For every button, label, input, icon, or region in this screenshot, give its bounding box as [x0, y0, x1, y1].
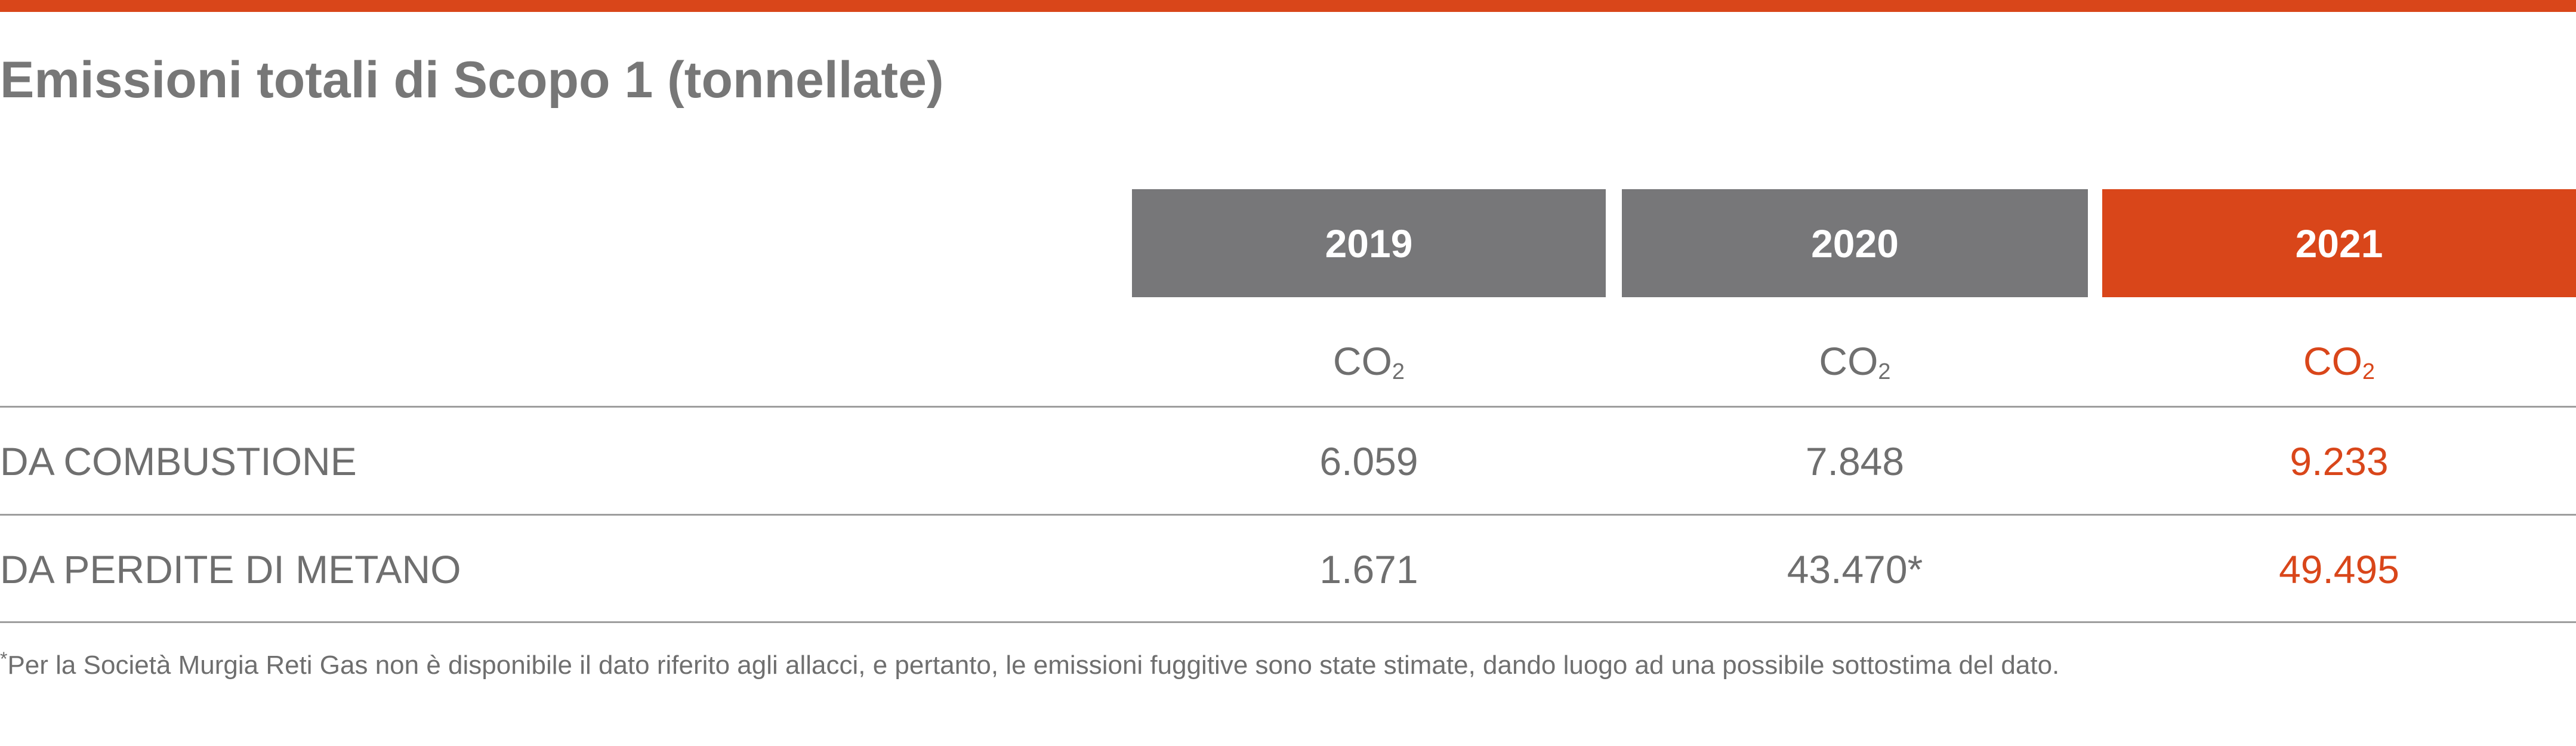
table-cell: 43.470*: [1787, 547, 1923, 591]
table-cell: 9.233: [2290, 439, 2389, 483]
table-cell: 1.671: [1319, 547, 1418, 591]
accent-top-bar: [0, 0, 2576, 12]
table-cell: 6.059: [1319, 439, 1418, 483]
table-divider: [0, 621, 2576, 623]
row-label-perdite-metano: DA PERDITE DI METANO: [0, 547, 461, 591]
unit-label-2019: CO 2: [1332, 339, 1405, 384]
column-header-year: 2019: [1325, 221, 1413, 266]
footnote: *Per la Società Murgia Reti Gas non è di…: [0, 648, 2060, 680]
table-divider: [0, 406, 2576, 408]
column-header-year: 2021: [2295, 221, 2383, 266]
table-divider: [0, 514, 2576, 516]
column-header-2021: 2021: [2102, 189, 2576, 297]
row-label-combustione: DA COMBUSTIONE: [0, 439, 357, 483]
column-header-2019: 2019: [1132, 189, 1606, 297]
footnote-marker: *: [0, 648, 8, 670]
table-cell: 7.848: [1805, 439, 1905, 483]
column-header-2020: 2020: [1622, 189, 2088, 297]
unit-label-2020: CO 2: [1819, 339, 1891, 384]
page-title: Emissioni totali di Scopo 1 (tonnellate): [0, 51, 944, 109]
table-cell: 49.495: [2279, 547, 2399, 591]
footnote-text: Per la Società Murgia Reti Gas non è dis…: [7, 651, 2060, 680]
column-header-year: 2020: [1811, 221, 1899, 266]
unit-label-2021: CO 2: [2303, 339, 2376, 384]
